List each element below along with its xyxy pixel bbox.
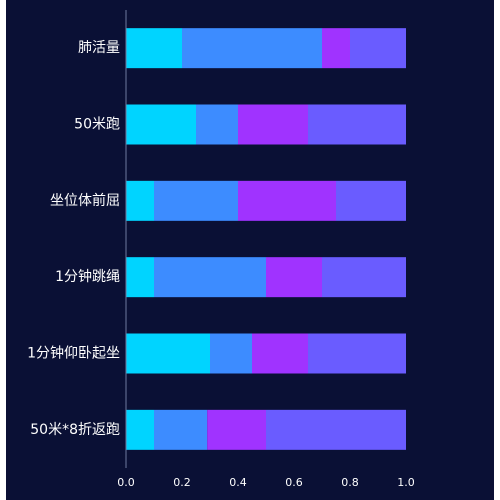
category-label: 坐位体前屈 <box>50 192 120 209</box>
x-tick-label: 0.6 <box>285 476 303 489</box>
bar-segment-2-3 <box>336 180 406 221</box>
bar-segment-1-0 <box>126 104 196 145</box>
category-label: 肺活量 <box>78 40 120 56</box>
category-label: 1分钟跳绳 <box>55 268 120 285</box>
bar-segment-0-3 <box>350 28 406 69</box>
bar-segment-3-3 <box>322 257 406 298</box>
bar-segment-4-2 <box>252 333 308 374</box>
x-tick-label: 0.8 <box>341 476 359 489</box>
bar-segment-0-1 <box>182 28 322 69</box>
bar-segment-4-0 <box>126 333 210 374</box>
category-label: 50米*8折返跑 <box>30 422 120 438</box>
bar-segment-5-2 <box>207 409 266 450</box>
bar-segment-2-2 <box>238 180 336 221</box>
x-tick-label: 1.0 <box>397 476 415 489</box>
x-tick-label: 0.2 <box>173 476 191 489</box>
bar-segment-4-3 <box>308 333 406 374</box>
bar-segment-2-0 <box>126 180 154 221</box>
bar-segment-3-2 <box>266 257 322 298</box>
category-label: 50米跑 <box>74 117 120 133</box>
bar-segment-2-1 <box>154 180 238 221</box>
x-tick-label: 0.0 <box>117 476 135 489</box>
chart-panel: 肺活量 50米跑 坐位体前屈 1分钟跳绳 1分钟仰卧起坐 50米*8折返跑 0.0 0.2 0… <box>6 0 494 500</box>
bar-segment-0-2 <box>322 28 350 69</box>
bar-segment-1-3 <box>308 104 406 145</box>
bar-segment-1-1 <box>196 104 238 145</box>
bars-group <box>126 28 406 450</box>
bar-segment-4-1 <box>210 333 252 374</box>
bar-segment-5-3 <box>266 409 406 450</box>
x-tick-label: 0.4 <box>229 476 247 489</box>
bar-segment-0-0 <box>126 28 182 69</box>
bar-segment-1-2 <box>238 104 308 145</box>
bar-segment-5-1 <box>154 409 208 450</box>
x-tick-labels: 0.0 0.2 0.4 0.6 0.8 1.0 <box>117 476 415 489</box>
bar-segment-5-0 <box>126 409 154 450</box>
category-label: 1分钟仰卧起坐 <box>27 345 120 362</box>
bar-segment-3-1 <box>154 257 266 298</box>
bar-segment-3-0 <box>126 257 154 298</box>
